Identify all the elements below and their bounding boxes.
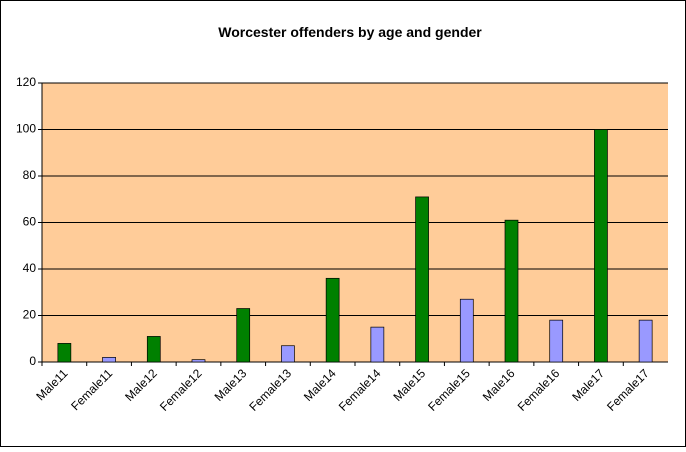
bar xyxy=(415,196,429,363)
y-tick-label: 80 xyxy=(23,168,37,182)
bar xyxy=(236,308,251,363)
chart-title: Worcester offenders by age and gender xyxy=(218,24,482,40)
bar xyxy=(594,129,608,363)
bar xyxy=(57,343,72,363)
y-tick-label: 120 xyxy=(16,75,36,89)
bar xyxy=(638,319,653,363)
bar xyxy=(459,298,474,363)
bar xyxy=(281,345,295,363)
y-tick-label: 40 xyxy=(23,261,37,275)
bar xyxy=(504,219,519,363)
y-tick-label: 0 xyxy=(29,354,36,368)
bar xyxy=(102,357,116,363)
y-tick-label: 60 xyxy=(23,215,37,229)
bar xyxy=(146,336,161,363)
bar xyxy=(549,319,564,363)
bar xyxy=(191,359,206,363)
bar xyxy=(325,277,340,363)
y-tick-label: 20 xyxy=(23,308,37,322)
y-tick-label: 100 xyxy=(16,122,36,136)
bar xyxy=(370,326,385,363)
